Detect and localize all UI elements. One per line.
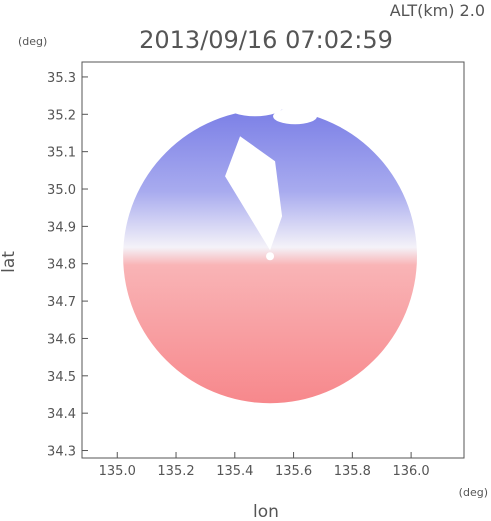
x-axis-label: lon (253, 502, 279, 521)
y-tick-label: 35.0 (47, 183, 76, 198)
y-axis-ticks: 34.3 34.4 34.5 34.6 34.7 34.8 34.9 35.0 35.1 35.2… (47, 71, 88, 460)
x-tick-label: 136.0 (392, 464, 429, 479)
no-data-patch (353, 75, 378, 88)
no-data-patch (227, 96, 284, 117)
x-axis-ticks: 135.0 135.2 135.4 135.6 135.8 136.0 (99, 452, 430, 479)
x-tick-label: 135.2 (157, 464, 194, 479)
y-tick-label: 35.1 (47, 146, 76, 161)
no-data-notch (82, 62, 211, 137)
y-tick-label: 35.3 (47, 71, 76, 86)
y-tick-label: 34.6 (47, 332, 76, 347)
y-tick-label: 34.7 (47, 295, 76, 310)
plot-frame (81, 61, 465, 459)
y-tick-label: 34.9 (47, 220, 76, 235)
no-data-wedge (225, 136, 283, 251)
x-tick-label: 135.8 (334, 464, 371, 479)
y-unit-label: (deg) (18, 35, 47, 48)
y-tick-label: 34.4 (47, 407, 76, 422)
plot-area (82, 62, 417, 404)
y-tick-label: 35.2 (47, 108, 76, 123)
x-tick-label: 135.4 (216, 464, 253, 479)
radar-site-marker (266, 252, 275, 261)
y-tick-label: 34.3 (47, 445, 76, 460)
y-axis-label: lat (0, 251, 19, 273)
x-unit-label: (deg) (459, 486, 488, 499)
x-tick-label: 135.6 (275, 464, 312, 479)
y-tick-label: 34.8 (47, 258, 76, 273)
y-tick-label: 34.5 (47, 370, 76, 385)
chart-title: 2013/09/16 07:02:59 (139, 26, 393, 54)
x-tick-label: 135.0 (99, 464, 136, 479)
no-data-patch (273, 108, 318, 125)
altitude-label: ALT(km) 2.0 (390, 1, 485, 20)
